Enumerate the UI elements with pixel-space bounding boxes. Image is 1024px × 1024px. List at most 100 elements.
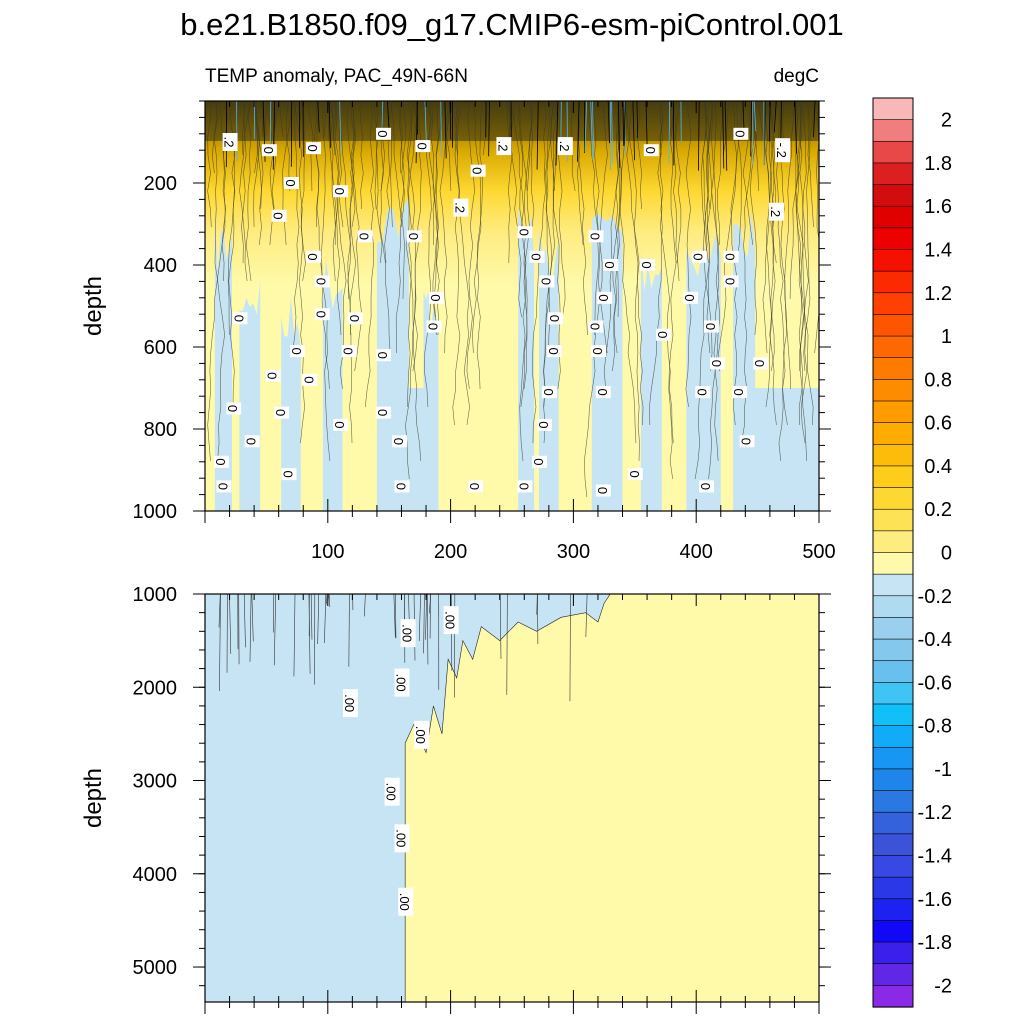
svg-text:0: 0	[698, 483, 713, 490]
colorbar-label: -1.2	[918, 802, 952, 824]
contour-line	[603, 101, 623, 390]
svg-text:0: 0	[289, 347, 304, 354]
svg-text:0: 0	[516, 229, 531, 236]
contour-label: 0	[301, 373, 318, 386]
contour-line	[607, 101, 610, 144]
contour-line	[626, 101, 644, 426]
negative-anomaly-region	[640, 250, 662, 511]
y-tick-label: 1000	[133, 501, 178, 523]
contour-line	[251, 594, 254, 642]
contour-label: 0	[273, 406, 290, 419]
colorbar-swatch	[872, 703, 914, 727]
contour-line	[482, 101, 489, 156]
colorbar-label: 0.2	[924, 499, 952, 521]
colorbar-label: -0.2	[918, 586, 952, 608]
svg-text:0: 0	[691, 253, 706, 260]
svg-text:0: 0	[375, 409, 390, 416]
contour-line	[577, 101, 580, 162]
contour-label: 0	[739, 435, 755, 448]
colorbar-swatch	[872, 335, 914, 359]
negative-anomaly-region	[539, 231, 559, 511]
svg-text:0: 0	[428, 294, 443, 301]
contour-line	[550, 101, 555, 120]
contour-line	[799, 101, 808, 444]
contour-line	[253, 101, 264, 246]
contour-label: 0	[516, 226, 533, 239]
contour-line	[265, 101, 268, 138]
contour-line	[649, 101, 664, 426]
upper-contour-labels: .2 0 0 0 0 .2 .2 0 0 -.2 0 0 0 .2 0 .2 0 0 0 0 0 0 0 0 0 0 0 0 0 0 0 0 0…	[213, 127, 791, 497]
contour-line	[268, 101, 273, 156]
svg-text:0: 0	[627, 470, 642, 477]
contour-line	[527, 101, 533, 192]
colorbar-label: 0.6	[924, 413, 952, 435]
contour-label: 0	[723, 275, 739, 288]
units-label: degC	[774, 66, 819, 87]
contour-label: 0	[347, 312, 363, 325]
contour-line	[454, 101, 470, 426]
x-tick-label: 300	[557, 541, 590, 563]
contour-line	[814, 101, 819, 354]
contour-label: 0	[314, 275, 330, 288]
colorbar-swatch	[872, 140, 914, 164]
contour-line	[543, 101, 551, 408]
contour-label: 0	[467, 480, 484, 493]
svg-text:0: 0	[536, 421, 551, 428]
contour-label: .2	[768, 202, 785, 221]
svg-text:.00: .00	[384, 783, 399, 801]
contour-label: 0	[231, 312, 248, 325]
contour-label: 0	[731, 386, 748, 399]
contour-line	[324, 101, 330, 138]
contour-line	[636, 101, 642, 210]
contour-line	[518, 101, 523, 228]
svg-text:.2: .2	[495, 141, 510, 152]
contour-line	[531, 101, 547, 444]
contour-label: .00	[384, 777, 400, 806]
contour-label: 0	[639, 259, 656, 271]
contour-line	[741, 101, 757, 444]
svg-text:0: 0	[391, 438, 406, 445]
svg-text:0: 0	[225, 405, 240, 412]
contour-line	[584, 101, 588, 152]
contour-line	[364, 101, 374, 408]
colorbar-swatch	[872, 465, 914, 489]
contour-line	[554, 101, 566, 318]
contour-line	[446, 101, 452, 192]
svg-text:0: 0	[332, 421, 347, 428]
contour-label: 0	[283, 177, 299, 189]
svg-text:0: 0	[301, 376, 316, 383]
colorbar-swatch	[872, 920, 914, 943]
contour-label: 0	[391, 435, 408, 448]
upper-y-axis-label: depth	[80, 276, 107, 336]
contour-line	[425, 594, 428, 640]
contour-label: 0	[375, 406, 392, 419]
contour-line	[407, 101, 417, 408]
contour-label: 0	[244, 435, 260, 448]
colorbar-label: -1.8	[918, 932, 952, 954]
contour-line	[668, 101, 677, 480]
contour-line	[452, 101, 461, 426]
contour-line	[308, 594, 311, 674]
contour-line	[570, 101, 576, 192]
svg-text:0: 0	[643, 147, 658, 154]
svg-text:0: 0	[596, 294, 611, 301]
contour-line	[293, 594, 296, 677]
contour-line	[292, 101, 300, 354]
negative-anomaly-region	[389, 388, 439, 511]
svg-text:0: 0	[541, 388, 556, 395]
colorbar-swatch	[872, 530, 914, 554]
colorbar-swatch	[872, 811, 914, 835]
svg-text:0: 0	[467, 483, 482, 490]
contour-line	[577, 101, 584, 246]
lower-y-axis-label: depth	[80, 768, 107, 828]
contour-line	[229, 594, 232, 654]
contour-label: 0	[213, 455, 229, 468]
svg-text:0: 0	[595, 388, 610, 395]
contour-line	[612, 101, 628, 372]
contour-label: 0	[281, 468, 297, 481]
svg-text:0: 0	[602, 261, 617, 268]
contour-line	[753, 101, 759, 192]
contour-line	[393, 594, 396, 638]
svg-text:0: 0	[425, 323, 440, 330]
svg-text:0: 0	[723, 278, 738, 285]
